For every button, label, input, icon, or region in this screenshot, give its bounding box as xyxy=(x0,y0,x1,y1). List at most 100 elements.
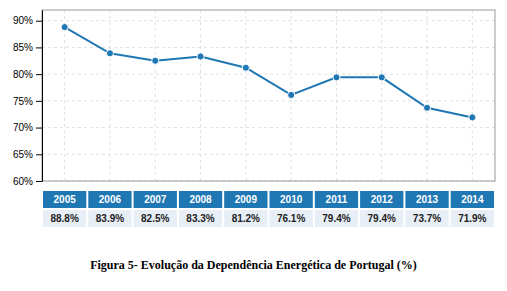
point xyxy=(378,74,385,81)
y-tick-label: 90% xyxy=(13,15,33,26)
table-column: 2007 82.5% xyxy=(134,191,177,227)
y-tick-mark xyxy=(36,21,42,22)
table-column: 201179.4% xyxy=(315,191,358,227)
x-grid-line xyxy=(427,10,428,181)
point xyxy=(61,24,68,31)
table-header-cell xyxy=(451,191,494,208)
y-grid-line xyxy=(42,20,495,21)
table-header-label: 2007 xyxy=(144,194,167,205)
table-column: 2008 83.3% xyxy=(179,191,222,227)
table-header-label: 2008 xyxy=(189,194,212,205)
y-grid-line xyxy=(42,74,495,75)
y-axis: 60% 65% 70% 75% 80% 85% 90% xyxy=(13,11,43,187)
y-grid-line xyxy=(42,127,495,128)
y-tick: 60% xyxy=(13,176,42,187)
table-value-label: 71.9% xyxy=(458,213,486,224)
y-tick: 90% xyxy=(13,15,42,26)
table-value-cell xyxy=(88,210,131,227)
plot-frame xyxy=(42,10,495,181)
y-tick: 80% xyxy=(13,69,42,80)
table-header-label: 2005 xyxy=(54,194,77,205)
table-value-label: 83.3% xyxy=(186,213,214,224)
point xyxy=(469,114,476,121)
table-value-label: 81.2% xyxy=(232,213,260,224)
table-header-label: 2011 xyxy=(326,194,348,205)
table-header-cell xyxy=(224,191,267,208)
table-value-label: 83.9% xyxy=(96,213,124,224)
table-header-cell xyxy=(179,191,222,208)
y-tick-mark xyxy=(36,181,42,182)
table-column: 2012 79.4% xyxy=(360,191,403,227)
y-tick-label: 65% xyxy=(13,149,33,160)
y-axis-line xyxy=(42,11,43,182)
table-value-label: 88.8% xyxy=(50,213,78,224)
table-header-label: 2014 xyxy=(461,194,484,205)
table-value-label: 73.7% xyxy=(413,213,441,224)
point xyxy=(423,104,430,111)
table-value-label: 76.1% xyxy=(277,213,305,224)
point xyxy=(197,53,204,60)
table-value-cell xyxy=(134,210,177,227)
table-value-cell xyxy=(360,210,403,227)
table-column: 2009 81.2% xyxy=(224,191,267,227)
table-value-cell xyxy=(270,210,313,227)
table-value-label: 79.4% xyxy=(368,213,396,224)
table-column: 2014 71.9% xyxy=(451,191,494,227)
table-header-label: 2006 xyxy=(99,194,122,205)
table-header-label: 2009 xyxy=(235,194,258,205)
y-tick-label: 80% xyxy=(13,69,33,80)
point xyxy=(288,91,295,98)
grid xyxy=(42,10,495,181)
table-value-cell xyxy=(43,210,86,227)
y-tick-mark xyxy=(36,154,42,155)
table-value-cell xyxy=(451,210,494,227)
x-grid-line xyxy=(109,10,110,181)
table-header-cell xyxy=(360,191,403,208)
y-tick-mark xyxy=(36,101,42,102)
table-header-label: 2012 xyxy=(371,194,394,205)
table-header-label: 2013 xyxy=(416,194,439,205)
line xyxy=(65,27,473,117)
table-column: 2010 76.1% xyxy=(270,191,313,227)
y-tick-mark xyxy=(36,128,42,129)
table-header-cell xyxy=(134,191,177,208)
x-grid-line xyxy=(64,10,65,181)
y-tick: 75% xyxy=(13,96,42,107)
table-column: 2013 73.7% xyxy=(405,191,448,227)
table-value-cell xyxy=(224,210,267,227)
x-grid-line xyxy=(336,10,337,181)
point xyxy=(333,74,340,81)
y-tick: 85% xyxy=(13,42,42,53)
x-grid-line xyxy=(472,10,473,181)
point xyxy=(152,57,159,64)
y-tick: 70% xyxy=(13,122,42,133)
y-tick-label: 60% xyxy=(13,176,33,187)
table-header-cell xyxy=(88,191,131,208)
y-tick-mark xyxy=(36,47,42,48)
x-grid-line xyxy=(155,10,156,181)
table-header-cell xyxy=(43,191,86,208)
y-tick: 65% xyxy=(13,149,42,160)
table-value-cell xyxy=(405,210,448,227)
table-header-cell xyxy=(270,191,313,208)
table-value-cell xyxy=(315,210,358,227)
table-column: 2006 83.9% xyxy=(88,191,131,227)
point xyxy=(242,64,249,71)
y-tick-label: 75% xyxy=(13,96,33,107)
table-value-cell xyxy=(179,210,222,227)
y-tick-label: 70% xyxy=(13,122,33,133)
y-tick-mark xyxy=(36,74,42,75)
table-value-label: 82.5% xyxy=(141,213,169,224)
x-grid-line xyxy=(381,10,382,181)
x-grid-line xyxy=(245,10,246,181)
table-header-label: 2010 xyxy=(280,194,303,205)
chart: 60%65%70%75%80%85%90%200588.8%200683.9%2… xyxy=(0,0,507,291)
point xyxy=(106,50,113,57)
marks xyxy=(61,24,476,121)
caption: Figura 5- Evolução da Dependência Energé… xyxy=(90,258,417,272)
table-header-cell xyxy=(315,191,358,208)
x-grid-line xyxy=(200,10,201,181)
table: 2005 88.8% 2006 83.9% 2007 82.5% 2008 83.3% 2009… xyxy=(43,191,494,227)
table-header-cell xyxy=(405,191,448,208)
table-column: 2005 88.8% xyxy=(43,191,86,227)
